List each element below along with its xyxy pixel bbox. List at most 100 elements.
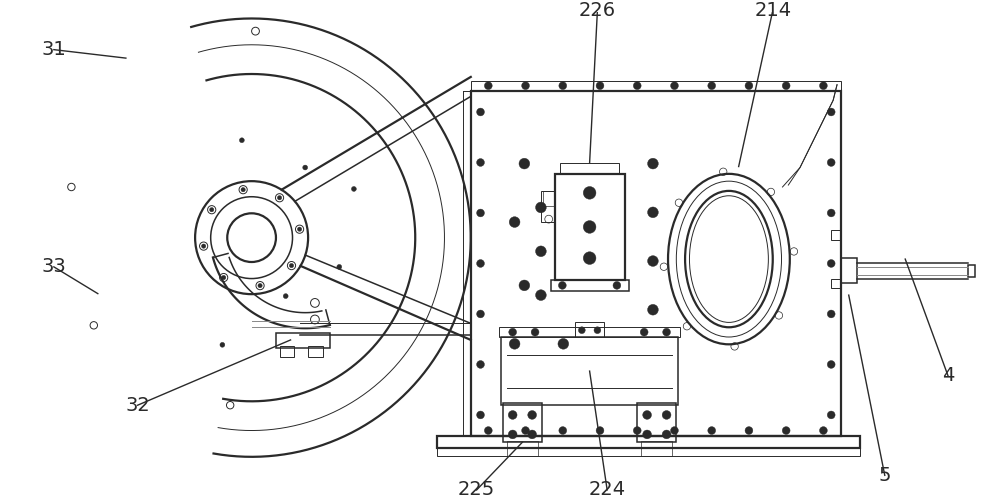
- Circle shape: [583, 252, 596, 265]
- Circle shape: [528, 411, 537, 419]
- Circle shape: [210, 208, 214, 212]
- Circle shape: [477, 209, 484, 217]
- Bar: [968, 265, 975, 277]
- Circle shape: [258, 283, 262, 288]
- Circle shape: [297, 227, 302, 231]
- Circle shape: [782, 426, 790, 434]
- Bar: [437, 436, 860, 448]
- Circle shape: [477, 159, 484, 166]
- Bar: [551, 280, 629, 291]
- Bar: [560, 163, 619, 174]
- Circle shape: [531, 328, 539, 336]
- Circle shape: [745, 426, 753, 434]
- Bar: [541, 191, 555, 222]
- Circle shape: [663, 328, 670, 336]
- Circle shape: [827, 360, 835, 368]
- Circle shape: [558, 282, 566, 289]
- Circle shape: [508, 411, 517, 419]
- Text: 214: 214: [754, 1, 791, 20]
- Circle shape: [241, 187, 245, 192]
- Circle shape: [239, 138, 244, 143]
- Circle shape: [648, 256, 658, 267]
- Text: 4: 4: [942, 366, 954, 386]
- Bar: [555, 174, 625, 280]
- Bar: [437, 447, 860, 456]
- Text: 226: 226: [579, 1, 616, 20]
- Circle shape: [708, 82, 716, 90]
- Circle shape: [508, 430, 517, 439]
- Circle shape: [827, 108, 835, 116]
- Circle shape: [671, 426, 678, 434]
- Circle shape: [662, 411, 671, 419]
- Bar: [503, 403, 542, 442]
- Circle shape: [477, 260, 484, 267]
- Circle shape: [289, 264, 294, 268]
- Bar: [831, 230, 841, 239]
- Bar: [637, 403, 676, 442]
- Circle shape: [640, 328, 648, 336]
- Circle shape: [596, 426, 604, 434]
- Bar: [499, 327, 680, 337]
- Bar: [831, 279, 841, 288]
- Circle shape: [337, 265, 342, 269]
- Circle shape: [820, 426, 827, 434]
- Bar: [507, 441, 538, 456]
- Circle shape: [477, 108, 484, 116]
- Circle shape: [559, 426, 567, 434]
- Circle shape: [583, 186, 596, 199]
- Bar: [276, 333, 330, 348]
- Circle shape: [536, 202, 546, 213]
- Circle shape: [558, 339, 569, 349]
- Text: 33: 33: [41, 258, 66, 276]
- Circle shape: [671, 82, 678, 90]
- Circle shape: [633, 426, 641, 434]
- Circle shape: [708, 426, 716, 434]
- Text: 31: 31: [41, 40, 66, 59]
- Circle shape: [583, 221, 596, 233]
- Circle shape: [827, 209, 835, 217]
- Circle shape: [643, 430, 651, 439]
- Circle shape: [519, 158, 530, 169]
- Circle shape: [484, 82, 492, 90]
- Circle shape: [594, 327, 601, 334]
- Circle shape: [827, 159, 835, 166]
- Text: 32: 32: [125, 396, 150, 415]
- Circle shape: [745, 82, 753, 90]
- Circle shape: [522, 426, 529, 434]
- Bar: [543, 191, 555, 206]
- Bar: [641, 441, 672, 456]
- Bar: [575, 323, 604, 337]
- Circle shape: [827, 411, 835, 419]
- Circle shape: [536, 246, 546, 257]
- Bar: [841, 258, 857, 283]
- Bar: [471, 81, 841, 91]
- Circle shape: [477, 360, 484, 368]
- Circle shape: [643, 411, 651, 419]
- Bar: [471, 91, 841, 436]
- Circle shape: [648, 304, 658, 315]
- Circle shape: [782, 82, 790, 90]
- Circle shape: [633, 82, 641, 90]
- Circle shape: [528, 430, 537, 439]
- Circle shape: [648, 158, 658, 169]
- Bar: [280, 346, 294, 357]
- Circle shape: [351, 186, 356, 192]
- Text: 5: 5: [879, 466, 891, 485]
- Circle shape: [522, 82, 529, 90]
- Circle shape: [283, 294, 288, 298]
- Circle shape: [559, 82, 567, 90]
- Circle shape: [596, 82, 604, 90]
- Circle shape: [222, 275, 226, 280]
- Circle shape: [536, 290, 546, 300]
- Circle shape: [220, 342, 225, 347]
- Circle shape: [820, 82, 827, 90]
- Circle shape: [477, 411, 484, 419]
- Circle shape: [613, 282, 621, 289]
- Circle shape: [519, 280, 530, 291]
- Circle shape: [648, 207, 658, 218]
- Circle shape: [827, 310, 835, 318]
- Circle shape: [578, 327, 585, 334]
- Circle shape: [509, 328, 517, 336]
- Circle shape: [303, 165, 308, 170]
- Circle shape: [827, 260, 835, 267]
